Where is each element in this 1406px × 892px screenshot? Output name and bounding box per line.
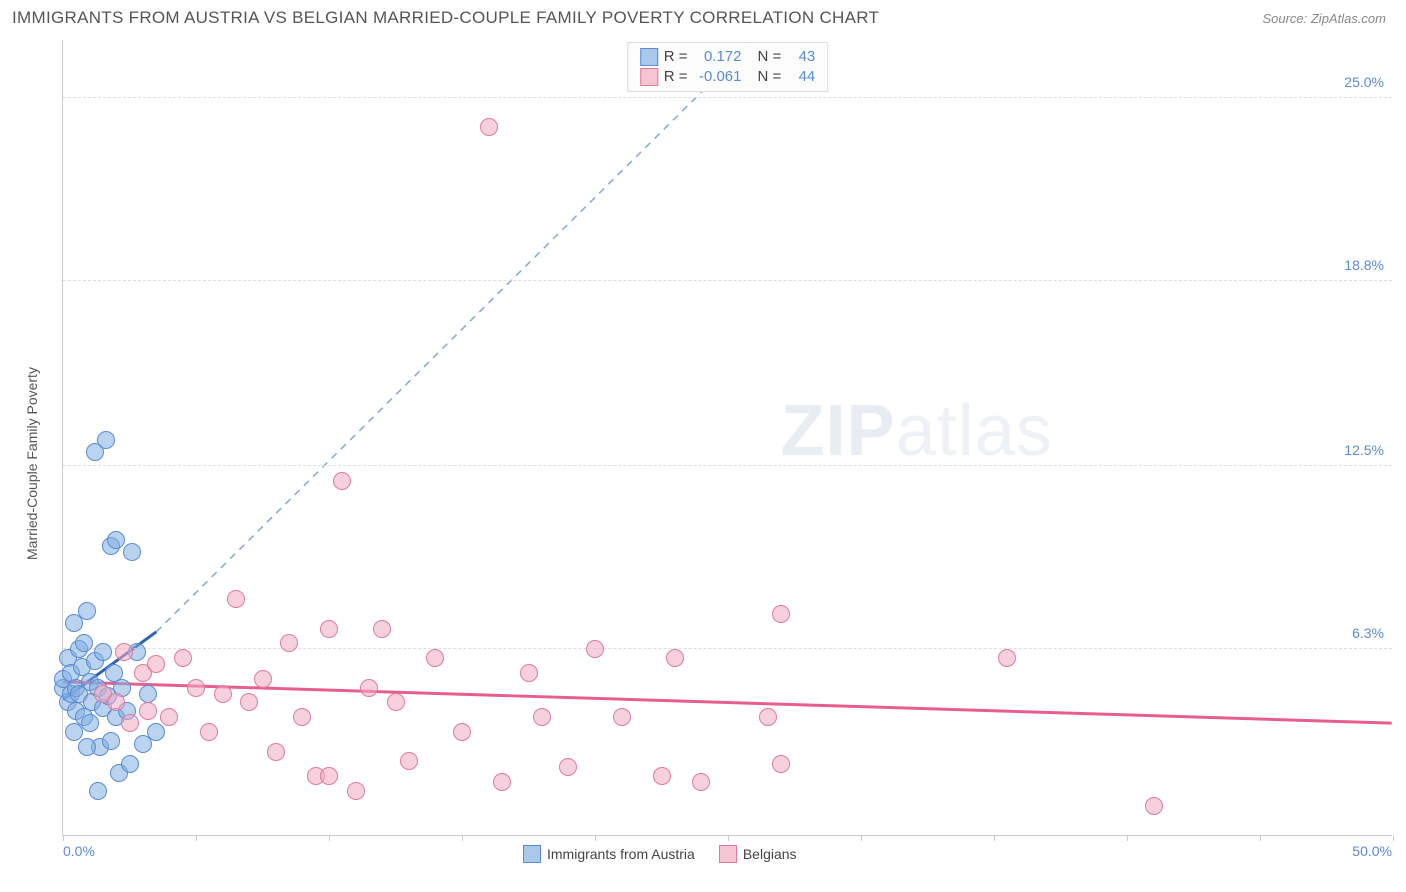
data-point <box>772 605 790 623</box>
data-point <box>373 620 391 638</box>
data-point <box>254 670 272 688</box>
data-point <box>559 758 577 776</box>
data-point <box>65 614 83 632</box>
data-point <box>121 755 139 773</box>
data-point <box>102 732 120 750</box>
data-point <box>520 664 538 682</box>
x-tick <box>196 835 197 841</box>
y-tick-label: 12.5% <box>1344 442 1384 458</box>
gridline <box>63 648 1392 649</box>
data-point <box>293 708 311 726</box>
legend-stats-row: R =0.172N =43 <box>640 47 816 67</box>
data-point <box>75 634 93 652</box>
x-axis-max-label: 50.0% <box>1352 843 1392 859</box>
legend-stats-row: R =-0.061N =44 <box>640 67 816 87</box>
data-point <box>121 714 139 732</box>
data-point <box>139 685 157 703</box>
y-tick-label: 18.8% <box>1344 257 1384 273</box>
source-credit: Source: ZipAtlas.com <box>1262 11 1386 26</box>
data-point <box>387 693 405 711</box>
data-point <box>94 643 112 661</box>
data-point <box>692 773 710 791</box>
data-point <box>200 723 218 741</box>
data-point <box>320 620 338 638</box>
data-point <box>453 723 471 741</box>
data-point <box>653 767 671 785</box>
y-axis-label: Married-Couple Family Poverty <box>24 367 40 560</box>
data-point <box>123 543 141 561</box>
data-point <box>333 472 351 490</box>
x-tick <box>63 835 64 841</box>
data-point <box>227 590 245 608</box>
data-point <box>160 708 178 726</box>
data-point <box>280 634 298 652</box>
y-tick-label: 6.3% <box>1352 625 1384 641</box>
gridline <box>63 97 1392 98</box>
data-point <box>89 782 107 800</box>
data-point <box>759 708 777 726</box>
data-point <box>107 531 125 549</box>
legend-swatch <box>640 48 658 66</box>
data-point <box>97 431 115 449</box>
data-point <box>533 708 551 726</box>
legend-swatch <box>523 845 541 863</box>
data-point <box>139 702 157 720</box>
data-point <box>480 118 498 136</box>
data-point <box>81 714 99 732</box>
data-point <box>998 649 1016 667</box>
x-tick <box>994 835 995 841</box>
x-tick <box>1260 835 1261 841</box>
scatter-chart: ZIPatlas R =0.172N =43R =-0.061N =44 0.0… <box>62 40 1392 836</box>
data-point <box>586 640 604 658</box>
data-point <box>267 743 285 761</box>
chart-title: IMMIGRANTS FROM AUSTRIA VS BELGIAN MARRI… <box>12 8 879 28</box>
header: IMMIGRANTS FROM AUSTRIA VS BELGIAN MARRI… <box>0 0 1406 32</box>
data-point <box>65 723 83 741</box>
data-point <box>360 679 378 697</box>
x-tick <box>462 835 463 841</box>
x-tick <box>728 835 729 841</box>
data-point <box>772 755 790 773</box>
legend-swatch <box>719 845 737 863</box>
legend-item: Immigrants from Austria <box>523 845 695 863</box>
legend-swatch <box>640 68 658 86</box>
data-point <box>1145 797 1163 815</box>
data-point <box>187 679 205 697</box>
x-tick <box>1393 835 1394 841</box>
gridline <box>63 280 1392 281</box>
data-point <box>493 773 511 791</box>
data-point <box>214 685 232 703</box>
data-point <box>115 643 133 661</box>
data-point <box>240 693 258 711</box>
legend-stats: R =0.172N =43R =-0.061N =44 <box>627 42 829 92</box>
data-point <box>107 693 125 711</box>
data-point <box>613 708 631 726</box>
data-point <box>78 738 96 756</box>
legend-item: Belgians <box>719 845 797 863</box>
data-point <box>400 752 418 770</box>
data-point <box>174 649 192 667</box>
x-tick <box>1127 835 1128 841</box>
trend-lines <box>63 40 1392 835</box>
x-axis-min-label: 0.0% <box>63 843 95 859</box>
x-tick <box>329 835 330 841</box>
x-tick <box>595 835 596 841</box>
data-point <box>147 655 165 673</box>
data-point <box>147 723 165 741</box>
legend-series: Immigrants from Austria Belgians <box>523 845 797 863</box>
data-point <box>426 649 444 667</box>
data-point <box>347 782 365 800</box>
watermark: ZIPatlas <box>781 390 1053 472</box>
y-tick-label: 25.0% <box>1344 74 1384 90</box>
x-tick <box>861 835 862 841</box>
gridline <box>63 465 1392 466</box>
data-point <box>666 649 684 667</box>
data-point <box>320 767 338 785</box>
